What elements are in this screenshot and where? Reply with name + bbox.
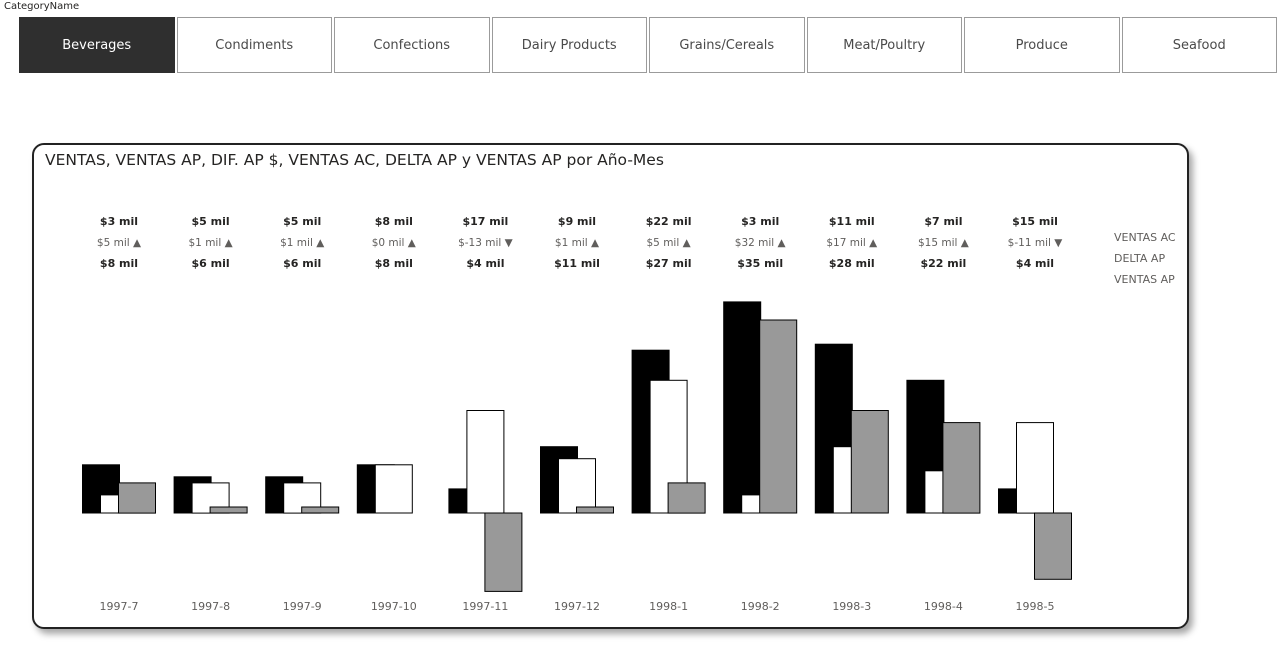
x-tick-label: 1998-1 [649, 600, 688, 613]
x-tick-label: 1997-11 [462, 600, 508, 613]
chart-legend: VENTAS AC DELTA AP VENTAS AP [1114, 227, 1176, 290]
bar-delta-ap-1997-10[interactable] [374, 464, 413, 514]
slicer-tile-dairy-products[interactable]: Dairy Products [491, 17, 647, 73]
bar-chart: $3 mil $5 mil ▲ $8 mil 1997-7 $5 mil $1 mil ▲… [82, 215, 1072, 613]
x-tick-label: 1997-7 [100, 600, 139, 613]
data-label-delta-ap: $5 mil [283, 215, 321, 228]
slicer-tile-beverages[interactable]: Beverages [19, 17, 175, 73]
data-label-ventas-ac: $28 mil [829, 257, 875, 270]
bar-delta-ap-1998-5[interactable] [1016, 422, 1054, 514]
data-label-ventas-ac: $11 mil [554, 257, 600, 270]
bar-ventas-ap-1998-4[interactable] [942, 422, 981, 514]
slicer-tile-grains-cereals[interactable]: Grains/Cereals [649, 17, 805, 73]
data-label-ventas-ap: $32 mil ▲ [735, 237, 787, 249]
data-label-delta-ap: $3 mil [100, 215, 138, 228]
data-label-delta-ap: $9 mil [558, 215, 596, 228]
bar-delta-ap-1997-11[interactable] [466, 410, 505, 514]
data-label-delta-ap: $17 mil [463, 215, 509, 228]
x-tick-label: 1997-8 [191, 600, 230, 613]
slicer-tile-meat-poultry[interactable]: Meat/Poultry [806, 17, 962, 73]
data-label-ventas-ap: $17 mil ▲ [826, 237, 878, 249]
chart-card: VENTAS, VENTAS AP, DIF. AP $, VENTAS AC,… [32, 143, 1189, 629]
data-label-ventas-ap: $1 mil ▲ [189, 237, 234, 249]
slicer-tile-confections[interactable]: Confections [334, 17, 490, 73]
bar-ventas-ap-1997-8[interactable] [209, 506, 248, 514]
slicer-tile-produce[interactable]: Produce [964, 17, 1120, 73]
data-label-ventas-ap: $1 mil ▲ [555, 237, 600, 249]
bar-ventas-ap-1997-11[interactable] [484, 512, 523, 592]
x-tick-label: 1998-2 [741, 600, 780, 613]
data-label-ventas-ac: $22 mil [921, 257, 967, 270]
data-label-ventas-ac: $8 mil [100, 257, 138, 270]
bar-ventas-ap-1997-7[interactable] [118, 482, 156, 514]
data-label-delta-ap: $7 mil [924, 215, 962, 228]
data-label-ventas-ac: $8 mil [375, 257, 413, 270]
data-label-ventas-ap: $5 mil ▲ [647, 237, 692, 249]
data-label-ventas-ap: $5 mil ▲ [97, 237, 142, 249]
data-label-ventas-ap: $0 mil ▲ [372, 237, 417, 249]
bar-delta-ap-1997-12[interactable] [558, 458, 596, 514]
data-label-ventas-ac: $27 mil [646, 257, 692, 270]
bar-ventas-ap-1998-2[interactable] [759, 319, 798, 514]
bar-ventas-ap-1998-3[interactable] [850, 410, 889, 514]
x-tick-label: 1998-5 [1016, 600, 1055, 613]
x-tick-label: 1997-12 [554, 600, 600, 613]
data-label-ventas-ap: $-13 mil ▼ [458, 237, 514, 249]
bar-ventas-ap-1997-12[interactable] [576, 506, 614, 514]
bar-ventas-ap-1998-5[interactable] [1034, 512, 1072, 580]
slicer-tile-condiments[interactable]: Condiments [176, 17, 332, 73]
data-label-delta-ap: $11 mil [829, 215, 875, 228]
data-label-delta-ap: $15 mil [1012, 215, 1058, 228]
bar-ventas-ap-1997-9[interactable] [301, 506, 340, 514]
x-tick-label: 1997-9 [283, 600, 322, 613]
data-label-ventas-ap: $1 mil ▲ [280, 237, 325, 249]
legend-item-delta-ap[interactable]: DELTA AP [1114, 252, 1166, 265]
category-slicer: Beverages Condiments Confections Dairy Prod… [19, 17, 1277, 73]
data-label-ventas-ac: $4 mil [466, 257, 504, 270]
data-label-ventas-ac: $4 mil [1016, 257, 1054, 270]
data-label-delta-ap: $5 mil [192, 215, 230, 228]
data-label-ventas-ap: $-11 mil ▼ [1008, 237, 1064, 249]
data-label-ventas-ac: $6 mil [283, 257, 321, 270]
chart-title: VENTAS, VENTAS AP, DIF. AP $, VENTAS AC,… [45, 151, 664, 169]
legend-item-ventas-ac[interactable]: VENTAS AC [1114, 231, 1176, 244]
legend-item-ventas-ap[interactable]: VENTAS AP [1114, 273, 1175, 286]
x-tick-label: 1998-3 [832, 600, 871, 613]
x-tick-label: 1998-4 [924, 600, 963, 613]
slicer-tile-seafood[interactable]: Seafood [1121, 17, 1277, 73]
data-label-ventas-ac: $35 mil [737, 257, 783, 270]
bar-ventas-ac-1998-2[interactable] [723, 301, 762, 514]
bar-ventas-ap-1998-1[interactable] [667, 482, 706, 514]
data-label-delta-ap: $3 mil [741, 215, 779, 228]
data-label-ventas-ac: $6 mil [192, 257, 230, 270]
data-label-delta-ap: $22 mil [646, 215, 692, 228]
data-label-ventas-ap: $15 mil ▲ [918, 237, 970, 249]
slicer-title: CategoryName [4, 1, 80, 12]
data-label-delta-ap: $8 mil [375, 215, 413, 228]
x-tick-label: 1997-10 [371, 600, 417, 613]
